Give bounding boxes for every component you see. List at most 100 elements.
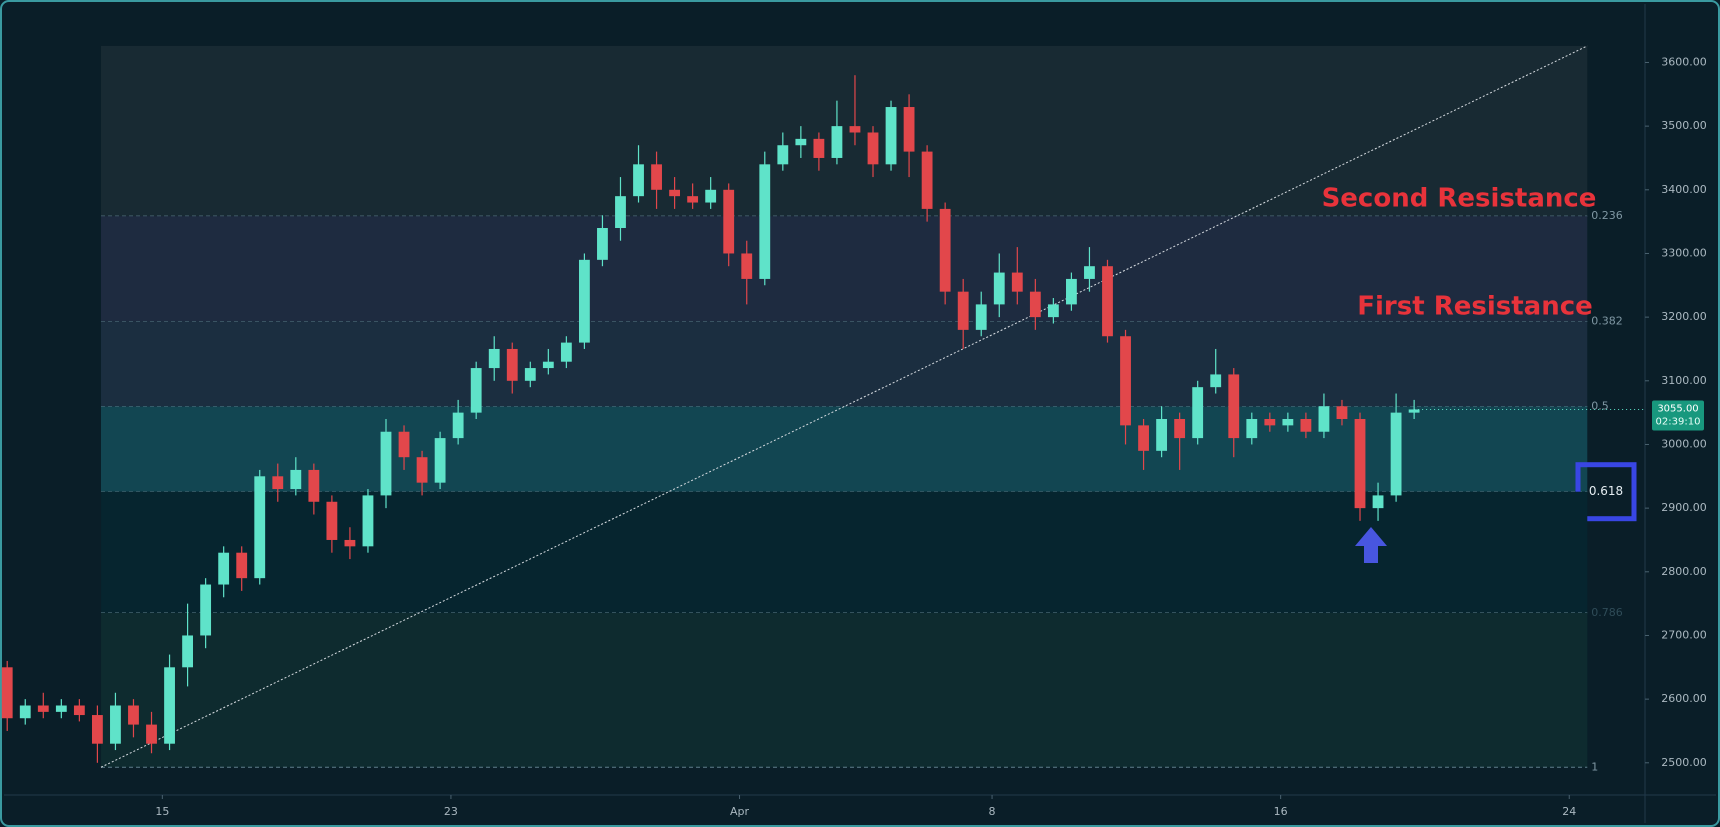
candle-body	[164, 667, 175, 744]
y-tick-label: 3300.00	[1661, 246, 1707, 259]
fib-zone	[101, 45, 1588, 217]
candle-body	[615, 196, 626, 228]
y-tick-label: 3600.00	[1661, 55, 1707, 68]
candle-body	[146, 724, 157, 744]
candle-body	[777, 145, 789, 165]
candle-body	[362, 495, 374, 547]
candle-body	[867, 132, 879, 165]
arrow	[1355, 527, 1387, 563]
candle-body	[1084, 266, 1095, 279]
candle-body	[91, 715, 103, 744]
fib-zone	[101, 216, 1588, 322]
candle-body	[1102, 266, 1113, 337]
fib-level-label: 1	[1591, 760, 1598, 773]
y-tick-label: 3400.00	[1661, 183, 1707, 196]
y-tick-label: 2900.00	[1661, 501, 1707, 514]
candle-body	[272, 476, 284, 490]
candle-body	[470, 368, 482, 413]
candle-body	[849, 126, 861, 133]
annotation: Second Resistance	[1322, 184, 1597, 214]
candle-body	[759, 164, 771, 279]
candle-body	[182, 635, 193, 668]
candle-body	[1047, 304, 1059, 318]
price-tag-label: 3055.00	[1657, 403, 1698, 414]
candle-body	[813, 138, 825, 158]
candle-body	[939, 208, 951, 292]
x-tick-label: 15	[155, 805, 169, 818]
trendline	[100, 45, 1588, 768]
candle-body	[1174, 419, 1186, 439]
fib-zone	[101, 491, 1588, 613]
candle-body	[903, 107, 915, 152]
candle-body	[1246, 419, 1258, 439]
fib-level-label: 0.382	[1591, 314, 1623, 327]
candle-body	[705, 189, 717, 203]
candle-body	[1156, 419, 1168, 451]
candle-body	[1318, 406, 1330, 432]
candle-body	[560, 342, 572, 362]
fib-level-label: 0.786	[1591, 606, 1623, 619]
fib-level-label: 0.618	[1589, 484, 1623, 498]
y-tick-label: 3200.00	[1661, 310, 1707, 323]
x-tick-label: 24	[1562, 805, 1576, 818]
candle-body	[55, 705, 67, 712]
candle-body	[651, 164, 662, 190]
y-tick-label: 2600.00	[1661, 692, 1707, 705]
candle-body	[200, 584, 212, 636]
fib-zone	[101, 321, 1588, 407]
candle-body	[110, 705, 121, 744]
candle-body	[506, 348, 518, 381]
price-tag	[1652, 400, 1704, 431]
candle-body	[326, 501, 338, 540]
candle-body	[1264, 419, 1276, 426]
candle-body	[1011, 272, 1023, 292]
candle-body	[975, 304, 987, 330]
candle-body	[542, 361, 554, 369]
fib-level-label: 0.5	[1591, 400, 1609, 413]
annotation: First Resistance	[1357, 292, 1593, 322]
candle-body	[831, 126, 843, 158]
candle-body	[795, 138, 807, 146]
candle-body	[669, 189, 681, 197]
candle-body	[885, 107, 897, 165]
candle-body	[254, 476, 266, 579]
candle-body	[524, 368, 536, 381]
candle-body	[1300, 419, 1312, 432]
candle-body	[1029, 291, 1041, 318]
x-tick-label: Apr	[730, 805, 750, 818]
candle-body	[37, 705, 49, 712]
candle-body	[380, 431, 392, 496]
candle-body	[723, 189, 735, 254]
fib-zone	[101, 612, 1588, 768]
x-tick-label: 8	[989, 805, 996, 818]
candle-body	[633, 164, 644, 197]
candle-body	[1408, 409, 1420, 413]
candle-body	[218, 552, 230, 585]
y-tick-label: 2800.00	[1661, 565, 1707, 578]
candle-body	[1354, 419, 1366, 509]
candle-body	[597, 228, 608, 260]
candle-body	[921, 151, 933, 209]
candle-body	[1066, 278, 1077, 305]
candle-body	[957, 291, 969, 330]
candle-body	[741, 253, 753, 279]
candle-body	[1192, 387, 1204, 439]
candle-body	[236, 552, 248, 579]
candle-body	[1, 667, 13, 719]
y-tick-label: 3000.00	[1661, 437, 1707, 450]
plot-area: 0.236 0.382 0.5 0.618 0.786 1	[1, 45, 1637, 773]
candle-body	[452, 412, 464, 439]
candle-body	[578, 259, 590, 343]
y-tick-label: 3500.00	[1661, 119, 1707, 132]
y-tick-label: 2700.00	[1661, 628, 1707, 641]
countdown: 02:39:10	[1656, 416, 1701, 427]
candle-body	[1336, 406, 1348, 419]
candle-body	[398, 431, 410, 458]
candle-body	[1120, 336, 1131, 426]
candle-body	[344, 539, 356, 547]
candle-body	[416, 457, 428, 483]
candle-body	[993, 272, 1005, 305]
candle-body	[1138, 425, 1149, 451]
